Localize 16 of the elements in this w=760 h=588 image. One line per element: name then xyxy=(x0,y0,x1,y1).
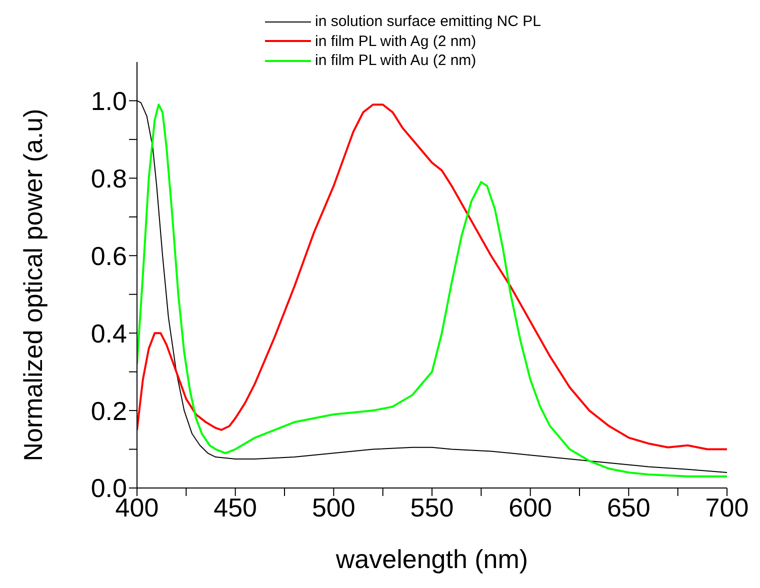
y-tick-label: 0.6 xyxy=(90,240,127,271)
x-tick-label: 500 xyxy=(312,492,356,522)
y-tick-label: 0.2 xyxy=(90,396,127,426)
legend-label: in film PL with Au (2 nm) xyxy=(315,51,476,70)
legend-label: in film PL with Ag (2 nm) xyxy=(315,32,476,51)
y-tick-label: 0.4 xyxy=(90,318,127,348)
legend-label: in solution surface emitting NC PL xyxy=(315,12,541,32)
x-tick-label: 450 xyxy=(214,492,258,522)
x-tick-label: 700 xyxy=(705,492,749,522)
y-tick-label: 1.0 xyxy=(90,86,127,116)
y-axis-title: Normalized optical power (a.u) xyxy=(18,108,48,462)
x-tick-label: 600 xyxy=(508,492,552,522)
x-axis-title: wavelength (nm) xyxy=(334,544,528,574)
x-tick-label: 550 xyxy=(410,492,454,522)
y-tick-label: 0.8 xyxy=(90,163,127,194)
x-tick-label: 650 xyxy=(606,492,650,522)
